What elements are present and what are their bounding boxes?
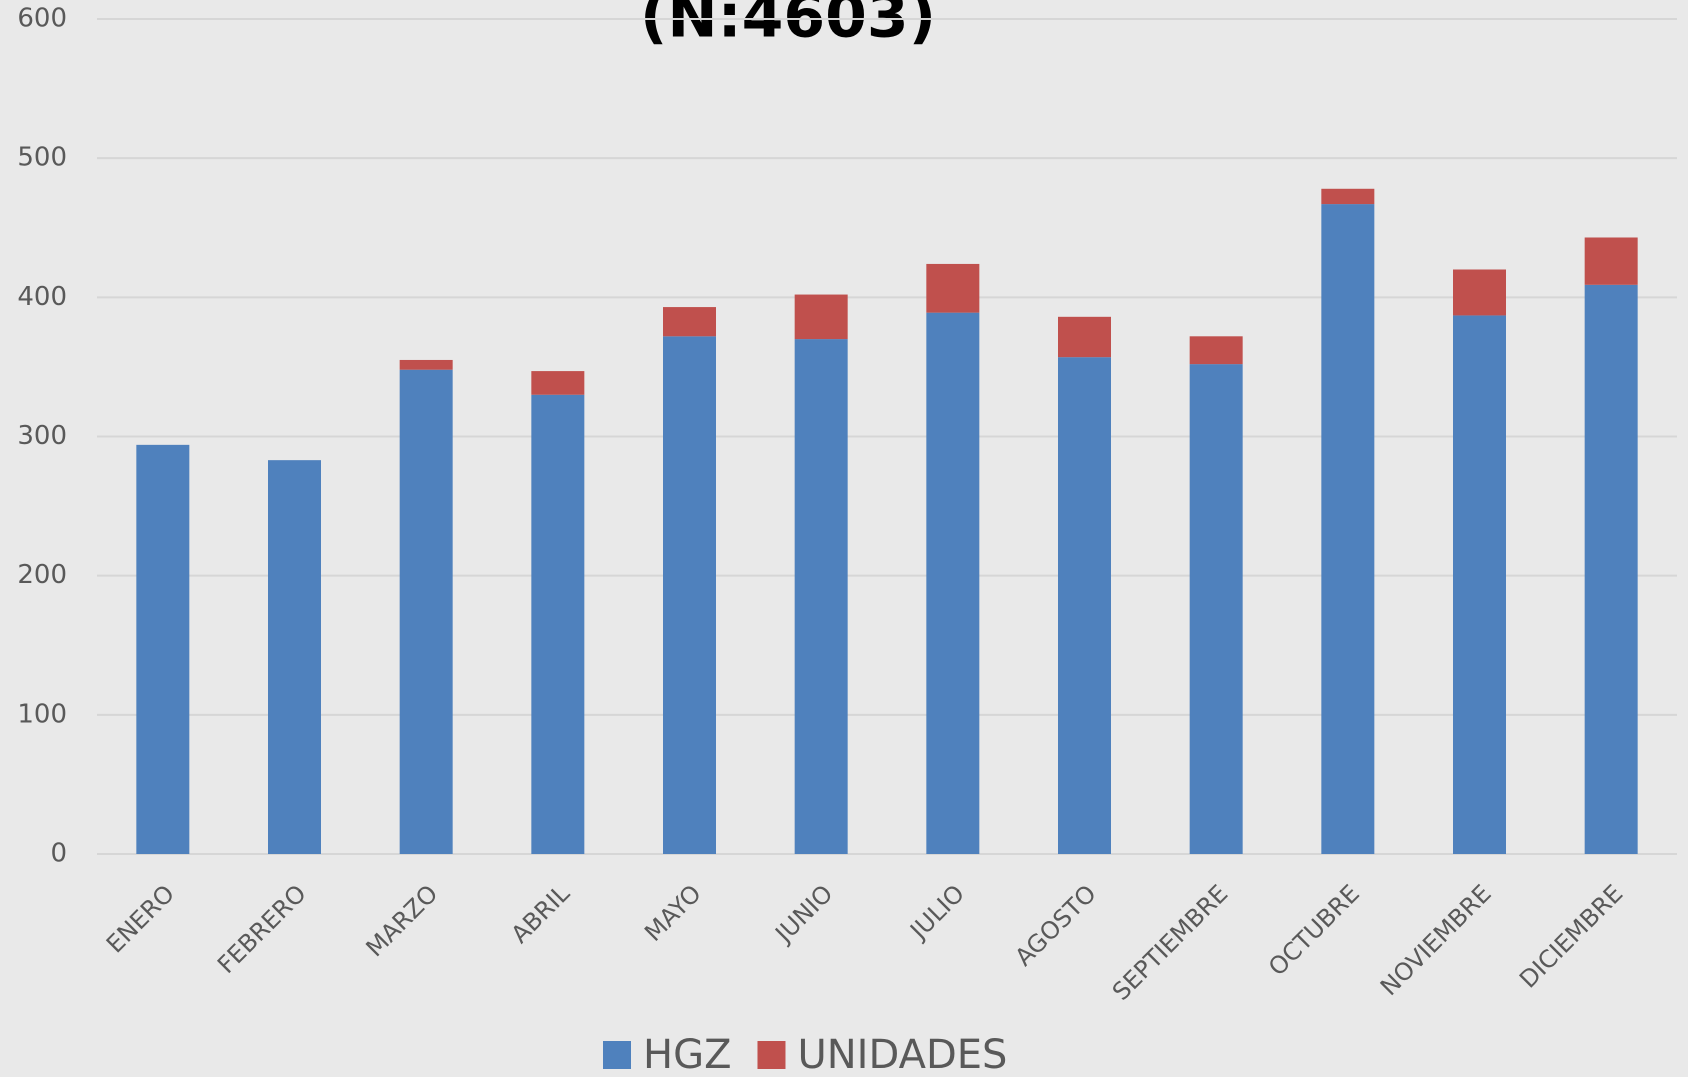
- x-tick-label: JULIO: [904, 879, 970, 945]
- bar-segment: [1584, 237, 1638, 285]
- bar-segment: [1453, 315, 1506, 854]
- x-tick-label: OCTUBRE: [1263, 879, 1365, 981]
- y-tick-label: 500: [17, 143, 67, 173]
- bar-segment: [1189, 364, 1243, 854]
- legend-label: HGZ: [643, 1032, 731, 1077]
- bar-segment: [531, 394, 585, 854]
- bar-segment: [268, 460, 321, 854]
- legend-label: UNIDADES: [797, 1032, 1007, 1077]
- legend-swatch: [757, 1041, 786, 1069]
- chart-title: (N:4603): [640, 0, 936, 52]
- bar-segment: [926, 312, 980, 854]
- bar-segment: [794, 339, 848, 854]
- legend-swatch: [603, 1041, 631, 1069]
- bar-segment: [1189, 336, 1243, 365]
- x-tick-label: FEBRERO: [212, 879, 312, 979]
- x-tick-label: JUNIO: [769, 879, 839, 949]
- bar-segment: [1058, 357, 1111, 854]
- bar-segment: [1453, 269, 1506, 316]
- x-tick-label: MAYO: [639, 879, 707, 947]
- x-tick-label: ABRIL: [506, 879, 576, 949]
- y-tick-label: 400: [17, 282, 67, 312]
- bar-segment: [663, 336, 716, 854]
- x-tick-label: NOVIEMBRE: [1375, 879, 1497, 1001]
- bar-segment: [663, 307, 716, 337]
- bar-segment: [926, 263, 980, 313]
- x-tick-label: AGOSTO: [1010, 879, 1102, 971]
- x-tick-label: ENERO: [101, 879, 180, 958]
- bar-segment: [136, 444, 190, 854]
- bar-segment: [399, 359, 453, 370]
- bar-segment: [1584, 284, 1638, 854]
- x-tick-label: DICIEMBRE: [1514, 879, 1628, 993]
- y-tick-label: 0: [50, 839, 67, 869]
- bar-segment: [1321, 204, 1375, 854]
- bar-segment: [399, 369, 453, 854]
- x-tick-label: MARZO: [361, 879, 444, 962]
- y-tick-label: 100: [17, 699, 67, 729]
- bar-segment: [794, 294, 848, 340]
- bar-segment: [1058, 316, 1111, 358]
- bar-segment: [531, 371, 585, 395]
- y-tick-label: 300: [17, 421, 67, 451]
- bar-segment: [1321, 188, 1375, 205]
- y-tick-label: 200: [17, 560, 67, 590]
- y-tick-label: 600: [17, 4, 67, 34]
- x-tick-label: SEPTIEMBRE: [1107, 879, 1233, 1005]
